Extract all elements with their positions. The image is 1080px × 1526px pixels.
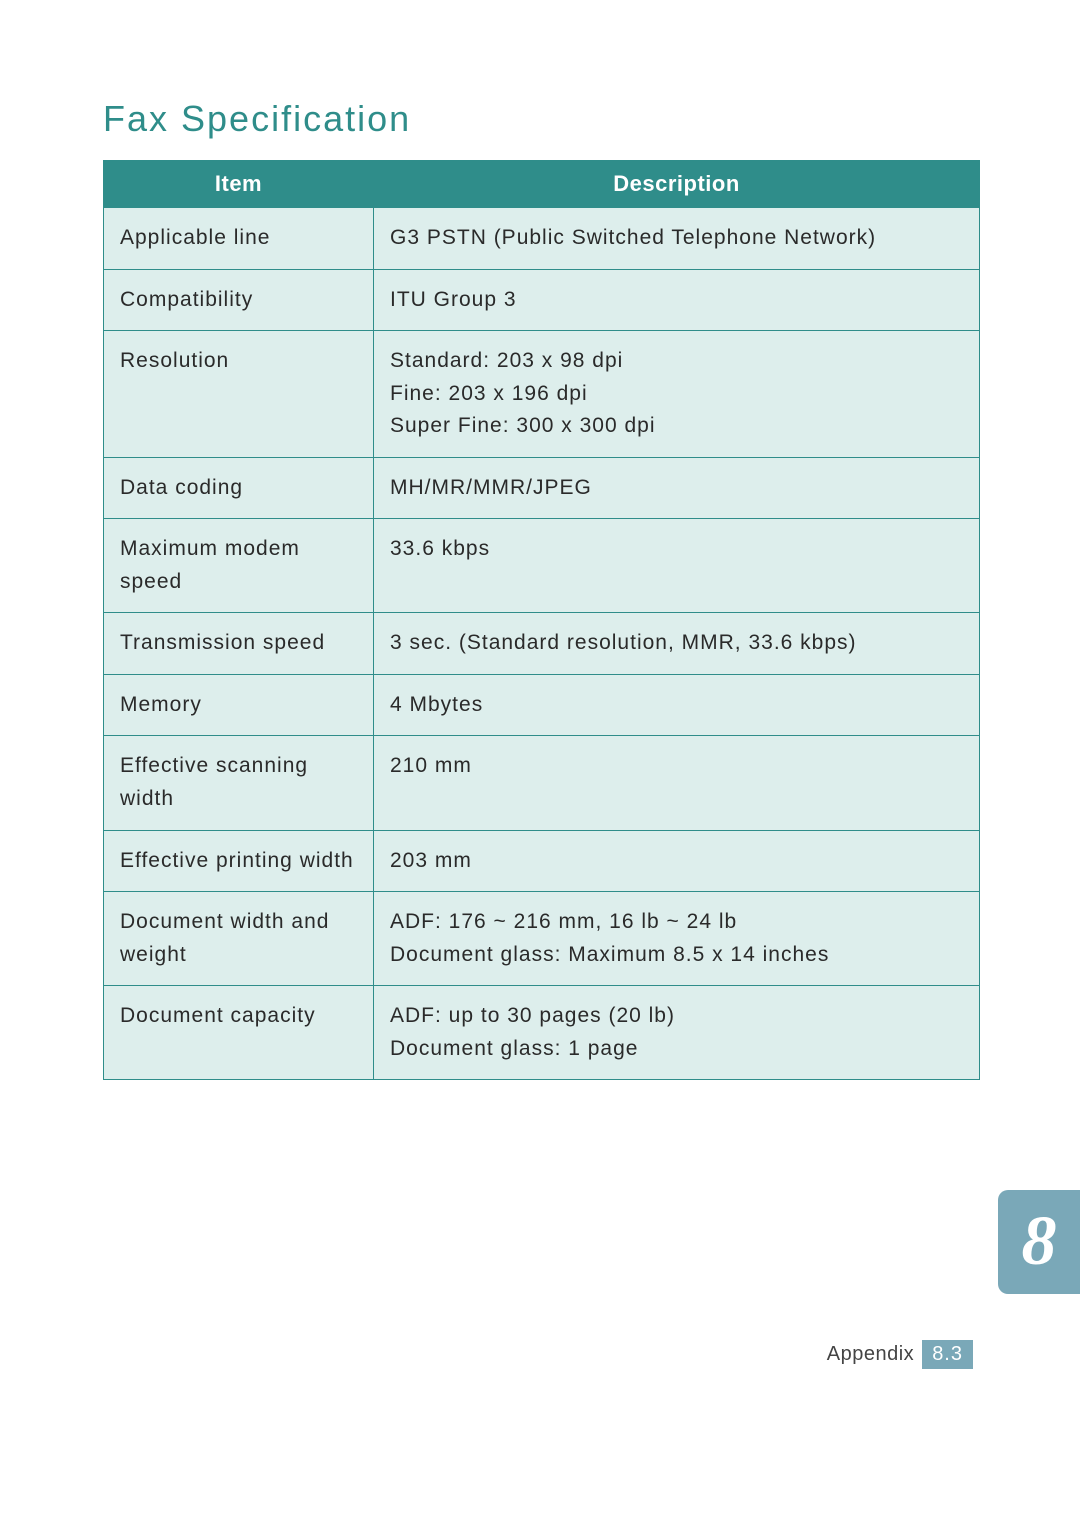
cell-item: Memory [104,674,374,736]
cell-description-line: 4 Mbytes [390,689,963,722]
cell-item: Document capacity [104,986,374,1080]
table-row: Compatibility ITU Group 3 [104,269,980,331]
chapter-tab: 8 [998,1190,1080,1294]
cell-description-line: 33.6 kbps [390,533,963,566]
cell-item: Effective printing width [104,830,374,892]
cell-description-line: 203 mm [390,845,963,878]
cell-description: 203 mm [374,830,980,892]
cell-item: Applicable line [104,208,374,270]
cell-item: Effective scanning width [104,736,374,830]
table-row: Data coding MH/MR/MMR/JPEG [104,457,980,519]
cell-description: G3 PSTN (Public Switched Telephone Netwo… [374,208,980,270]
cell-item: Maximum modem speed [104,519,374,613]
table-row: Maximum modem speed 33.6 kbps [104,519,980,613]
cell-description-line: 3 sec. (Standard resolution, MMR, 33.6 k… [390,627,963,660]
cell-description: 3 sec. (Standard resolution, MMR, 33.6 k… [374,613,980,675]
page-footer: Appendix 8.3 [827,1340,973,1369]
page: Fax Specification Item Description Appli… [0,0,1080,1526]
cell-item: Data coding [104,457,374,519]
cell-description: 33.6 kbps [374,519,980,613]
table-row: Effective printing width 203 mm [104,830,980,892]
spec-table: Item Description Applicable line G3 PSTN … [103,160,980,1080]
cell-description: MH/MR/MMR/JPEG [374,457,980,519]
table-body: Applicable line G3 PSTN (Public Switched … [104,208,980,1080]
col-header-description: Description [374,161,980,208]
cell-item: Compatibility [104,269,374,331]
table-header-row: Item Description [104,161,980,208]
cell-description-line: MH/MR/MMR/JPEG [390,472,963,505]
table-row: Document capacityADF: up to 30 pages (20… [104,986,980,1080]
cell-description-line: ADF: 176 ~ 216 mm, 16 lb ~ 24 lb [390,906,963,939]
cell-description: ADF: up to 30 pages (20 lb)Document glas… [374,986,980,1080]
cell-description-line: G3 PSTN (Public Switched Telephone Netwo… [390,222,963,255]
cell-description-line: Document glass: Maximum 8.5 x 14 inches [390,939,963,972]
cell-item: Resolution [104,331,374,458]
table-row: Applicable line G3 PSTN (Public Switched … [104,208,980,270]
cell-description-line: 210 mm [390,750,963,783]
cell-item: Document width and weight [104,892,374,986]
table-row: Document width and weightADF: 176 ~ 216 … [104,892,980,986]
cell-description: ADF: 176 ~ 216 mm, 16 lb ~ 24 lbDocument… [374,892,980,986]
table-row: Effective scanning width 210 mm [104,736,980,830]
cell-description: Standard: 203 x 98 dpiFine: 203 x 196 dp… [374,331,980,458]
table-row: Memory 4 Mbytes [104,674,980,736]
page-title: Fax Specification [103,98,411,140]
table-row: ResolutionStandard: 203 x 98 dpiFine: 20… [104,331,980,458]
cell-description-line: ADF: up to 30 pages (20 lb) [390,1000,963,1033]
footer-section-label: Appendix [827,1343,914,1366]
cell-description-line: Super Fine: 300 x 300 dpi [390,410,963,443]
footer-page-number: 8.3 [922,1340,973,1369]
col-header-item: Item [104,161,374,208]
cell-description-line: ITU Group 3 [390,284,963,317]
cell-description: 4 Mbytes [374,674,980,736]
cell-description-line: Standard: 203 x 98 dpi [390,345,963,378]
cell-description-line: Fine: 203 x 196 dpi [390,378,963,411]
cell-item: Transmission speed [104,613,374,675]
cell-description-line: Document glass: 1 page [390,1033,963,1066]
table-row: Transmission speed 3 sec. (Standard resol… [104,613,980,675]
cell-description: ITU Group 3 [374,269,980,331]
cell-description: 210 mm [374,736,980,830]
